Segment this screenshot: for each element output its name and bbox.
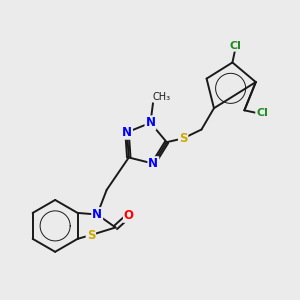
Text: N: N — [148, 157, 158, 170]
Text: N: N — [146, 116, 155, 129]
Text: O: O — [124, 209, 134, 222]
Text: Cl: Cl — [229, 41, 241, 51]
Text: S: S — [87, 229, 95, 242]
Text: N: N — [92, 208, 102, 221]
Text: CH₃: CH₃ — [153, 92, 171, 102]
Text: S: S — [179, 132, 188, 145]
Text: Cl: Cl — [256, 108, 268, 118]
Text: N: N — [122, 126, 132, 139]
